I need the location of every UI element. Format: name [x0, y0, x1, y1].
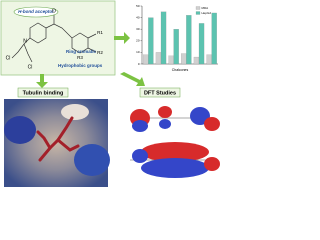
atom: O — [52, 8, 56, 14]
y-tick-label: 20 — [136, 39, 140, 43]
atom: R1 — [97, 30, 103, 35]
bar — [211, 12, 217, 65]
y-tick-label: 30 — [136, 27, 140, 31]
orbitals — [130, 106, 220, 178]
x-axis-label: Chalcones — [172, 68, 189, 72]
page: H-bond acceptor Ring aromatic Hydrophobi… — [0, 0, 220, 187]
y-tick-label: 40 — [136, 15, 140, 19]
y-tick-label: 0 — [138, 62, 140, 66]
arrow — [36, 74, 48, 88]
bar — [181, 53, 187, 65]
legend-swatch — [195, 11, 201, 15]
surface — [74, 144, 110, 176]
panel-label: DFT Studies — [144, 90, 176, 96]
bar — [168, 55, 174, 65]
panel-label: Tubulin binding — [23, 90, 64, 96]
y-tick-label: 10 — [136, 50, 140, 54]
legend-swatch — [195, 6, 201, 10]
atom: Cl — [6, 55, 11, 61]
bar — [143, 54, 149, 65]
atom: Cl — [28, 64, 33, 70]
bar — [173, 29, 179, 65]
surface — [61, 104, 89, 120]
atom: N — [23, 38, 27, 44]
graphical-abstract: H-bond acceptor Ring aromatic Hydrophobi… — [0, 0, 220, 187]
hbond-label: H-bond acceptor — [18, 9, 54, 14]
bar — [193, 56, 200, 65]
arrow — [114, 32, 130, 44]
bar — [160, 11, 167, 65]
bar — [155, 52, 162, 65]
surface — [4, 116, 36, 144]
bar — [186, 15, 192, 65]
hydrophobic-label: Hydrophobic groups — [58, 63, 103, 68]
legend-label: HepG2 — [202, 11, 212, 15]
bar — [148, 17, 154, 65]
y-tick-label: 50 — [136, 4, 140, 8]
bar — [206, 54, 212, 65]
ring-label: Ring aromatic — [66, 49, 97, 54]
legend-label: MDA — [202, 6, 209, 10]
molecule — [11, 14, 97, 63]
bar — [198, 23, 205, 65]
atom: R2 — [97, 50, 103, 55]
arrow — [120, 72, 145, 86]
ligand — [36, 116, 80, 162]
label-bubble — [13, 6, 59, 18]
panel-label-box — [17, 87, 69, 98]
panel-label-box — [139, 87, 181, 98]
atom: R3 — [77, 55, 83, 60]
